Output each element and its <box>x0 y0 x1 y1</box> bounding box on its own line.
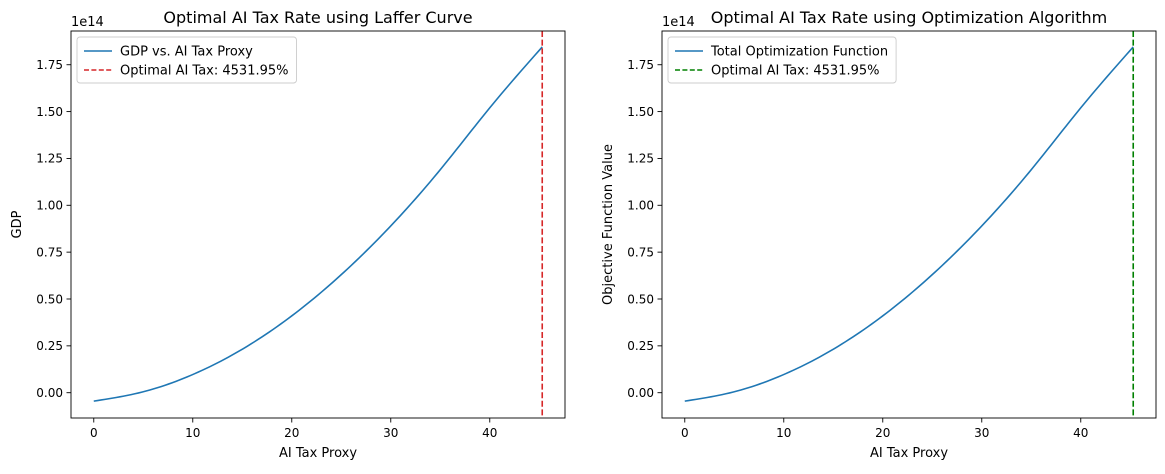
x-tick-label: 30 <box>383 426 398 440</box>
x-tick-label: 20 <box>875 426 890 440</box>
y-tick-label: 0.25 <box>627 339 654 353</box>
x-axis-label: AI Tax Proxy <box>870 446 948 461</box>
legend-entry-series-label: Total Optimization Function <box>710 45 888 60</box>
chart-title: Optimal AI Tax Rate using Optimization A… <box>711 8 1108 27</box>
y-tick-label: 1.00 <box>627 199 654 213</box>
y-offset-text: 1e14 <box>71 15 104 30</box>
legend-box <box>667 36 897 84</box>
x-tick-label: 40 <box>1073 426 1088 440</box>
y-tick-label: 0.00 <box>36 386 63 400</box>
plot-area <box>71 31 565 418</box>
y-tick-label: 0.25 <box>36 339 63 353</box>
legend-box <box>76 36 297 84</box>
y-tick-label: 1.00 <box>36 199 63 213</box>
y-tick-label: 0.75 <box>36 245 63 259</box>
y-tick-label: 1.50 <box>627 105 654 119</box>
x-tick-label: 10 <box>776 426 791 440</box>
x-tick-label: 0 <box>681 426 689 440</box>
y-tick-label: 0.75 <box>627 245 654 259</box>
y-tick-label: 1.50 <box>36 105 63 119</box>
series-line-1 <box>684 46 1134 402</box>
x-tick-label: 20 <box>284 426 299 440</box>
legend-entry-series-label: GDP vs. AI Tax Proxy <box>120 45 253 60</box>
x-tick-label: 40 <box>482 426 497 440</box>
y-tick-label: 0.00 <box>627 386 654 400</box>
plot-area <box>662 31 1156 418</box>
y-tick-label: 0.50 <box>627 292 654 306</box>
y-axis-label: Objective Function Value <box>601 144 616 305</box>
y-tick-label: 1.75 <box>627 58 654 72</box>
legend-entry-optimal-label: Optimal AI Tax: 4531.95% <box>120 64 289 79</box>
axes-frame <box>70 30 566 419</box>
y-offset-text: 1e14 <box>662 15 695 30</box>
chart-title: Optimal AI Tax Rate using Laffer Curve <box>163 8 472 27</box>
x-tick-label: 30 <box>974 426 989 440</box>
chart-1: 0 10 20 30 40 0.00 0.25 0.50 0.75 1.00 1.25 1.50 1.7… <box>10 8 566 461</box>
series-line-1 <box>93 46 543 402</box>
x-tick-label: 0 <box>90 426 98 440</box>
legend: Total Optimization Function Optimal AI Ta… <box>667 36 897 84</box>
y-tick-label: 1.25 <box>627 152 654 166</box>
y-tick-label: 1.25 <box>36 152 63 166</box>
y-axis-label: GDP <box>10 210 25 238</box>
y-tick-label: 0.50 <box>36 292 63 306</box>
y-tick-label: 1.75 <box>36 58 63 72</box>
chart-2: 0 10 20 30 40 0.00 0.25 0.50 0.75 1.00 1.25 1.50 1.7… <box>601 8 1157 461</box>
x-tick-label: 10 <box>185 426 200 440</box>
legend-entry-optimal-label: Optimal AI Tax: 4531.95% <box>711 64 880 79</box>
legend: GDP vs. AI Tax Proxy Optimal AI Tax: 4531… <box>76 36 297 84</box>
x-axis-label: AI Tax Proxy <box>279 446 357 461</box>
axes-frame <box>661 30 1157 419</box>
